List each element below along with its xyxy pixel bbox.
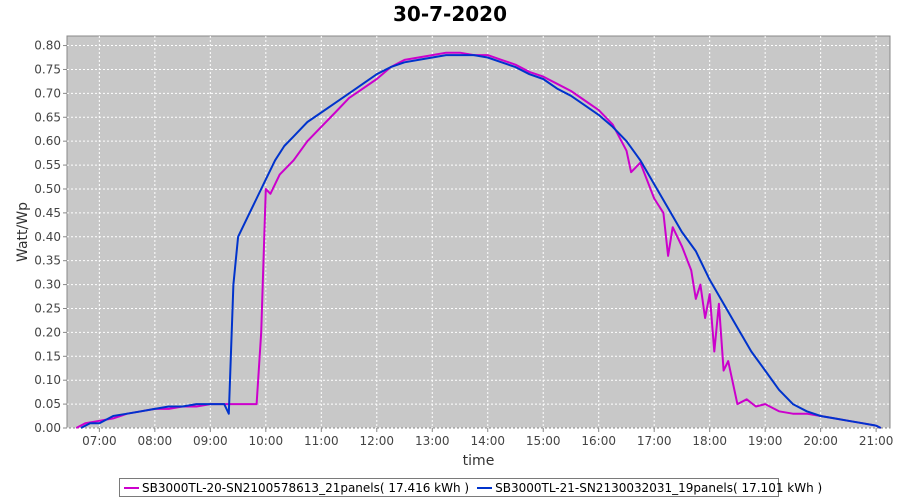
series-line-1 <box>75 51 882 429</box>
y-tick-label: 0.15 <box>34 349 61 363</box>
legend-label-series-2: SB3000TL-21-SN2130032031_19panels( 17.10… <box>495 480 823 495</box>
y-axis-ticks: 0.00 0.05 0.10 0.15 0.20 0.25 0.30 0.35 0.40 0.45… <box>34 39 67 435</box>
legend-swatch-series-1 <box>124 486 139 489</box>
x-tick-label: 14:00 <box>470 434 505 448</box>
y-tick-label: 0.50 <box>34 182 61 196</box>
y-tick-label: 0.80 <box>34 39 61 53</box>
legend-item-series-2: SB3000TL-21-SN2130032031_19panels( 17.10… <box>477 481 822 495</box>
legend: SB3000TL-20-SN2100578613_21panels( 17.41… <box>119 478 822 497</box>
legend-item-series-1: SB3000TL-20-SN2100578613_21panels( 17.41… <box>124 481 469 495</box>
x-tick-label: 12:00 <box>359 434 394 448</box>
x-tick-label: 07:00 <box>82 434 117 448</box>
y-tick-label: 0.60 <box>34 134 61 148</box>
y-tick-label: 0.00 <box>34 421 61 435</box>
x-tick-label: 15:00 <box>526 434 561 448</box>
y-tick-label: 0.40 <box>34 230 61 244</box>
y-tick-label: 0.20 <box>34 325 61 339</box>
x-tick-label: 18:00 <box>692 434 727 448</box>
x-tick-label: 11:00 <box>304 434 339 448</box>
x-tick-label: 16:00 <box>581 434 616 448</box>
x-axis-ticks: 07:00 08:00 09:00 10:00 11:00 12:00 13:00 14:00… <box>82 428 893 448</box>
y-tick-label: 0.25 <box>34 301 61 315</box>
x-tick-label: 20:00 <box>803 434 838 448</box>
x-tick-label: 21:00 <box>859 434 894 448</box>
x-tick-label: 13:00 <box>415 434 450 448</box>
x-tick-label: 17:00 <box>637 434 672 448</box>
x-tick-label: 10:00 <box>249 434 284 448</box>
y-tick-label: 0.75 <box>34 62 61 76</box>
series-lines <box>75 51 882 429</box>
y-tick-label: 0.65 <box>34 110 61 124</box>
x-tick-label: 08:00 <box>138 434 173 448</box>
chart-title: 30-7-2020 <box>392 2 507 26</box>
y-tick-label: 0.05 <box>34 397 61 411</box>
legend-swatch-series-2 <box>477 486 493 489</box>
y-tick-label: 0.70 <box>34 86 61 100</box>
y-tick-label: 0.35 <box>34 254 61 268</box>
y-axis-label: Watt/Wp <box>15 202 31 262</box>
x-tick-label: 19:00 <box>748 434 783 448</box>
y-tick-label: 0.10 <box>34 373 61 387</box>
x-tick-label: 09:00 <box>193 434 228 448</box>
legend-label-series-1: SB3000TL-20-SN2100578613_21panels( 17.41… <box>142 480 470 495</box>
y-tick-label: 0.55 <box>34 158 61 172</box>
y-tick-label: 0.45 <box>34 206 61 220</box>
y-tick-label: 0.30 <box>34 278 61 292</box>
series-line-2 <box>80 54 882 429</box>
x-axis-label: time <box>463 453 495 469</box>
plot-area <box>66 35 891 429</box>
